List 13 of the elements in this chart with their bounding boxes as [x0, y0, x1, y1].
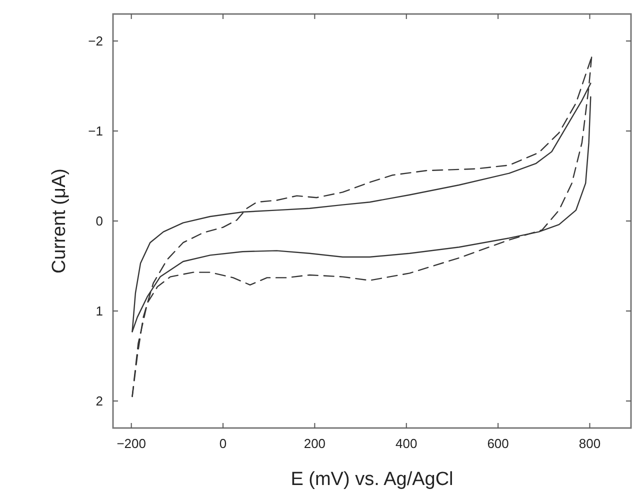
- x-tick-label: 200: [304, 436, 326, 451]
- x-tick-label: 800: [578, 436, 601, 451]
- y-tick-label: 1: [96, 304, 103, 319]
- x-tick-label: 0: [219, 436, 227, 451]
- y-tick-label: 2: [96, 394, 103, 409]
- y-axis-title: Current (μA): [49, 168, 70, 274]
- x-tick-label: 400: [396, 436, 418, 451]
- y-tick-label: −1: [88, 124, 103, 139]
- y-tick-label: −2: [88, 34, 103, 49]
- x-tick-label: 600: [487, 436, 509, 451]
- x-tick-label: −200: [116, 436, 146, 451]
- y-tick-label: 0: [96, 214, 103, 229]
- x-axis-title: E (mV) vs. Ag/AgCl: [290, 469, 454, 490]
